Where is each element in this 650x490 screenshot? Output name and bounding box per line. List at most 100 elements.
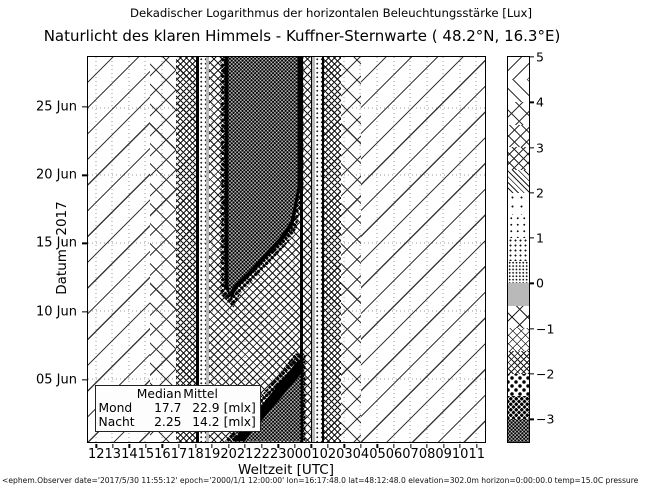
x-tick-mark: [327, 443, 329, 448]
x-tick-mark: [426, 443, 428, 448]
colorbar-tick-mark: [530, 373, 534, 375]
x-tick-label: 21: [236, 447, 254, 462]
stats-cell: [mlx]: [223, 400, 256, 415]
band-evening-deep-twilight: [205, 56, 209, 442]
y-tick-marks: [82, 56, 87, 444]
band-afternoon-daylight: [87, 56, 150, 442]
stats-cell: Nacht: [98, 414, 135, 429]
x-tick-label: 18: [187, 447, 204, 462]
colorbar-tick-label: 0: [536, 275, 544, 291]
colorbar-tick-marks: [530, 56, 534, 442]
stats-header-cell: [99, 387, 137, 401]
x-axis-label: Weltzeit [UTC]: [238, 462, 334, 478]
colorbar-segment-0.5to1: [508, 237, 529, 261]
x-tick-label: 02: [319, 447, 337, 462]
x-tick-label: 04: [352, 447, 370, 462]
x-tick-label: 22: [253, 447, 270, 462]
x-tick-labels: 12 13 14 15 16 17 18 19 20 21 22 23 00 01 02 03 04 05 06 07…: [88, 447, 485, 462]
stats-cell: 17.7: [154, 400, 182, 415]
x-tick-label: 16: [154, 447, 171, 462]
colorbar-tick-mark: [530, 237, 534, 239]
x-tick-label: 08: [418, 447, 436, 462]
colorbar-tick-label: −3: [536, 411, 555, 427]
colorbar-tick-mark: [530, 418, 534, 421]
star-marker: ★: [261, 402, 270, 412]
x-tick-mark: [277, 443, 279, 448]
x-tick-label: 15: [137, 447, 155, 462]
band-sunset-band: [175, 56, 196, 442]
x-tick-label: 05: [369, 447, 386, 462]
stats-header-cell: [220, 387, 257, 401]
band-late-afternoon: [149, 56, 176, 442]
colorbar-tick-label: −2: [536, 366, 555, 382]
colorbar-segment-2.5to3: [508, 147, 529, 170]
colorbar-tick-mark: [530, 56, 534, 58]
colorbar-tick-mark: [530, 282, 534, 285]
colorbar-segment-3.5to4: [508, 102, 529, 125]
x-tick-mark: [244, 443, 246, 448]
star-marker: ★: [288, 213, 297, 223]
x-tick-label: 03: [336, 447, 353, 462]
colorbar-segment-1to1.5: [508, 215, 529, 238]
x-tick-mark: [459, 443, 461, 448]
y-tick-label: 15 Jun: [36, 235, 77, 251]
colorbar-segment--2.5to-2: [508, 373, 529, 397]
star-marker: ★: [272, 390, 281, 400]
stats-cell: Mond: [98, 400, 133, 415]
colorbar-segment-3to3.5: [508, 124, 529, 148]
colorbar-segment--1to-0.5: [508, 305, 529, 329]
colorbar-tick-label: 2: [536, 185, 544, 201]
y-tick-label: 10 Jun: [36, 304, 77, 320]
y-tick-labels: 25 Jun 20 Jun 15 Jun 10 Jun 05 Jun: [0, 56, 83, 444]
stats-row-mond: Mond 17.7 22.9 [mlx]: [99, 401, 257, 415]
x-tick-mark: [178, 443, 180, 448]
colorbar-tick-mark: [530, 146, 534, 149]
colorbar-segment--2to-1.5: [508, 351, 529, 374]
x-tick-label: 19: [203, 447, 221, 462]
colorbar-segment-0to0.5: [508, 260, 529, 284]
y-tick-label: 25 Jun: [36, 99, 77, 115]
stats-table: Median Mittel Mond 17.7 22.9 [mlx] Nacht 2.25 14…: [99, 387, 257, 429]
colorbar-tick-mark: [530, 101, 534, 103]
colorbar-tick-label: 3: [536, 140, 544, 156]
x-tick-label: 01: [303, 447, 320, 462]
x-tick-label: 06: [385, 447, 403, 462]
x-tick-mark: [161, 443, 164, 448]
x-tick-mark: [194, 443, 197, 448]
band-morning-daylight: [360, 56, 485, 442]
x-tick-mark: [360, 443, 362, 448]
band-morning-twilight: [314, 56, 322, 442]
x-tick-mark: [343, 443, 346, 448]
x-tick-marks: [88, 443, 485, 449]
dark-region-core: [228, 56, 298, 293]
colorbar: [507, 55, 530, 443]
star-marker: ★: [254, 259, 263, 269]
x-tick-mark: [294, 443, 296, 448]
star-marker: ★: [268, 244, 277, 254]
x-tick-mark: [128, 443, 130, 448]
x-tick-label: 13: [104, 447, 122, 462]
band-evening-twilight: [199, 56, 206, 442]
x-tick-label: 00: [286, 447, 304, 462]
stats-cell: 22.9: [192, 400, 220, 415]
stats-cell: [mlx]: [223, 414, 256, 429]
colorbar-segment--3to-2.5: [508, 396, 529, 420]
x-tick-mark: [227, 443, 230, 448]
x-tick-label: 17: [170, 447, 188, 462]
x-tick-mark: [409, 443, 412, 448]
x-tick-mark: [476, 443, 478, 448]
x-tick-label: 20: [220, 447, 237, 462]
colorbar-segment-4.5to5: [508, 56, 529, 80]
x-tick-label: 07: [402, 447, 419, 462]
x-tick-mark: [95, 443, 97, 448]
y-tick-mark: [82, 106, 87, 108]
band-morning-deep-twilight: [312, 56, 315, 442]
colorbar-segment-2to2.5: [508, 170, 529, 193]
x-tick-mark: [211, 443, 213, 448]
y-tick-mark: [82, 311, 87, 313]
colorbar-segment-4to4.5: [508, 79, 529, 103]
colorbar-tick-mark: [530, 328, 534, 330]
figure-subtitle: Dekadischer Logarithmus der horizontalen…: [129, 6, 533, 20]
star-marker: ★: [230, 284, 239, 294]
x-tick-mark: [376, 443, 379, 448]
